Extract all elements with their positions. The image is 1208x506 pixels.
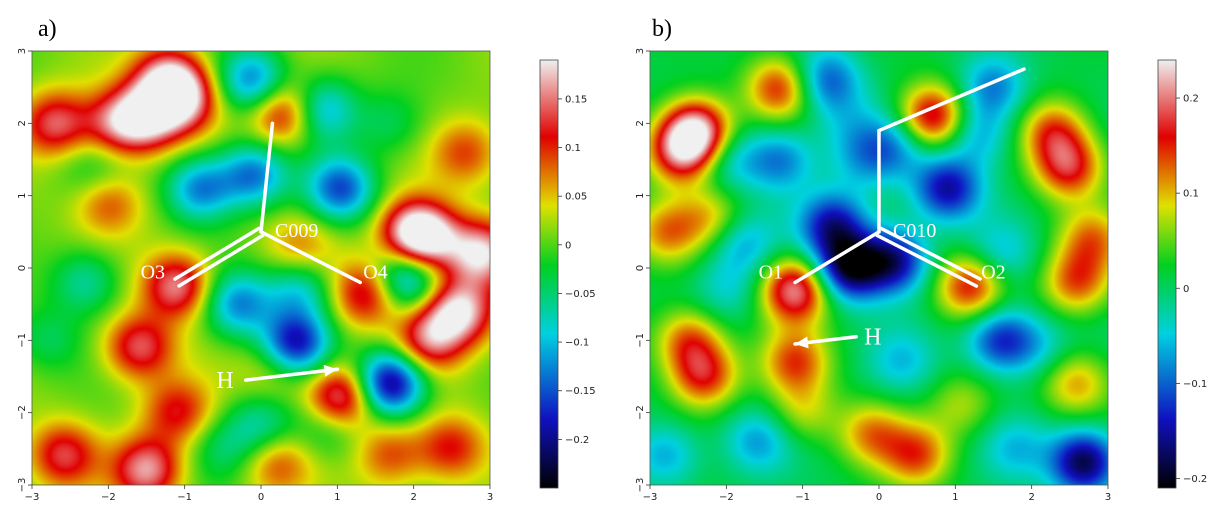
atom-label: O1 — [759, 261, 783, 283]
y-tick-label: −2 — [17, 405, 28, 420]
panel-a-colorbar-ticks: 0.15 0.1 0.05 0 −0.05 −0.1 −0.15 −0.2 — [558, 94, 596, 446]
y-tick-label: −1 — [17, 333, 28, 348]
y-tick-label: 0 — [17, 265, 28, 271]
x-tick-label: −1 — [177, 492, 192, 503]
hydrogen-label: H — [864, 325, 881, 351]
colorbar-tick-label: −0.1 — [565, 338, 589, 349]
panel-b-colorbar-gradient — [1157, 59, 1177, 489]
colorbar-tick-label: −0.05 — [565, 289, 596, 300]
atom-label: O3 — [141, 261, 165, 283]
panel-a-label: a) — [38, 16, 57, 42]
x-tick-label: 2 — [410, 492, 416, 503]
panel-a-axes: −3 −2 −1 0 1 2 3 −3 −2 −1 0 1 2 3 — [17, 48, 493, 503]
y-tick-label: 2 — [635, 120, 646, 126]
panel-a-colorbar-gradient — [539, 59, 559, 489]
panel-a-heatmap — [31, 50, 491, 486]
colorbar-tick-label: 0 — [1183, 284, 1189, 295]
colorbar-tick-label: 0.1 — [565, 143, 581, 154]
y-tick-label: −3 — [635, 478, 646, 493]
colorbar-tick-label: 0.2 — [1183, 94, 1199, 105]
x-tick-label: −2 — [101, 492, 116, 503]
y-tick-label: 3 — [17, 48, 28, 54]
hydrogen-label: H — [216, 368, 233, 394]
panel-b-axes: −3 −2 −1 0 1 2 3 −3 −2 −1 0 1 2 3 — [635, 48, 1111, 503]
y-tick-label: 3 — [635, 48, 646, 54]
x-tick-label: 1 — [334, 492, 340, 503]
x-tick-label: 3 — [1105, 492, 1111, 503]
x-tick-label: 0 — [258, 492, 264, 503]
atom-label: O2 — [981, 261, 1005, 283]
double-bond-line — [173, 226, 261, 281]
x-tick-label: 2 — [1028, 492, 1034, 503]
colorbar-tick-label: 0.1 — [1183, 189, 1199, 200]
panel-b-colorbar: 0.2 0.1 0 −0.1 −0.2 — [1157, 59, 1207, 489]
colorbar-tick-label: 0 — [565, 240, 571, 251]
bond-line — [259, 121, 275, 234]
colorbar-tick-label: 0.05 — [565, 192, 587, 203]
bond-line — [259, 230, 362, 285]
bond-line — [877, 67, 1026, 133]
panel-a-molecule-overlay: C009 O3 O4 H — [141, 121, 388, 394]
double-bond-line — [177, 233, 265, 288]
y-tick-label: −1 — [635, 333, 646, 348]
colorbar-tick-label: 0.15 — [565, 94, 587, 105]
h-arrow-head — [323, 364, 338, 377]
colorbar-tick-label: −0.2 — [565, 435, 589, 446]
y-tick-label: 2 — [17, 120, 28, 126]
x-tick-label: −3 — [643, 492, 658, 503]
x-tick-label: 0 — [876, 492, 882, 503]
panel-b-molecule-overlay: C010 O1 O2 H — [759, 67, 1026, 351]
h-arrow-head — [795, 336, 809, 349]
x-tick-label: −2 — [719, 492, 734, 503]
x-tick-label: 3 — [487, 492, 493, 503]
panel-b-heatmap — [649, 50, 1109, 486]
y-tick-label: −2 — [635, 405, 646, 420]
atom-label: O4 — [363, 261, 387, 283]
panel-b: b) −3 −2 −1 0 1 2 3 −3 −2 −1 0 1 2 3 C010 O1 O2 H 0.2 0.1… — [635, 16, 1207, 503]
panel-b-label: b) — [652, 16, 672, 42]
double-bond-line — [875, 233, 979, 288]
y-tick-label: 1 — [17, 192, 28, 198]
colorbar-tick-label: −0.1 — [1183, 379, 1207, 390]
atom-label: C010 — [893, 220, 936, 242]
panel-a-colorbar: 0.15 0.1 0.05 0 −0.05 −0.1 −0.15 −0.2 — [539, 59, 596, 489]
h-arrow-line — [243, 367, 340, 382]
panel-a-heatmap-image — [32, 51, 490, 485]
x-tick-label: −3 — [25, 492, 40, 503]
panel-b-colorbar-ticks: 0.2 0.1 0 −0.1 −0.2 — [1176, 94, 1207, 485]
colorbar-tick-label: −0.15 — [565, 386, 596, 397]
y-tick-label: −3 — [17, 478, 28, 493]
x-tick-label: −1 — [795, 492, 810, 503]
panel-b-heatmap-image — [650, 51, 1108, 485]
colorbar-tick-label: −0.2 — [1183, 474, 1207, 485]
double-bond-line — [879, 226, 982, 281]
x-tick-label: 1 — [952, 492, 958, 503]
atom-label: C009 — [275, 220, 318, 242]
bond-line — [793, 230, 881, 285]
y-tick-label: 0 — [635, 265, 646, 271]
y-tick-label: 1 — [635, 192, 646, 198]
